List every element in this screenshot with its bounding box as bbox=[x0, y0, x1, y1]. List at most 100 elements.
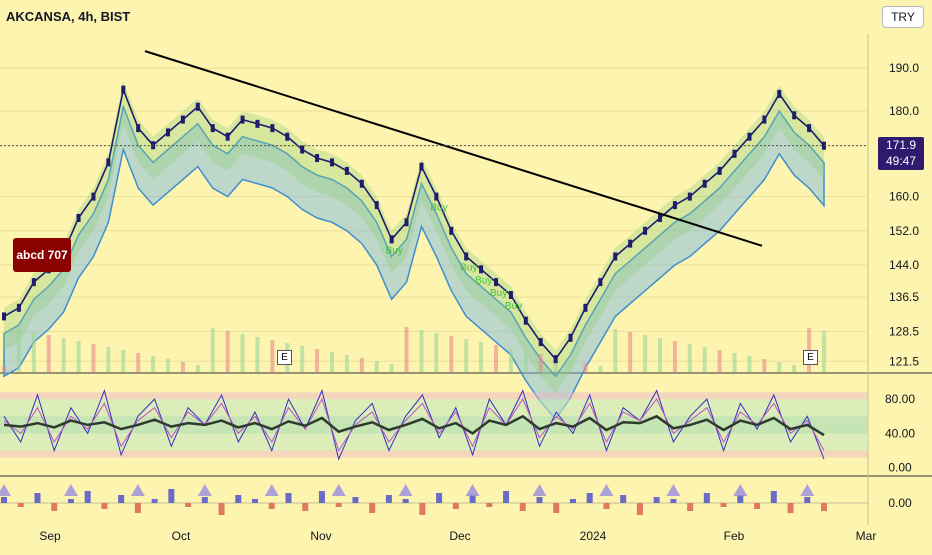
hist-bar bbox=[754, 503, 761, 509]
earnings-marker[interactable]: E bbox=[277, 350, 292, 365]
price-tick-label: 136.5 bbox=[889, 290, 919, 304]
volume-bar bbox=[46, 335, 51, 372]
hist-bar bbox=[687, 503, 694, 511]
volume-bar bbox=[106, 347, 111, 372]
candle bbox=[106, 158, 111, 167]
hist-bar bbox=[118, 495, 125, 503]
candle bbox=[523, 316, 528, 325]
candle bbox=[136, 124, 141, 133]
hist-marker-triangle bbox=[331, 484, 346, 496]
volume-bar bbox=[225, 331, 230, 372]
note-label[interactable]: abcd 707 bbox=[13, 238, 71, 272]
hist-bar bbox=[519, 503, 526, 511]
candle bbox=[598, 278, 603, 287]
hist-bar bbox=[402, 499, 409, 503]
volume-bar bbox=[822, 331, 826, 372]
earnings-marker[interactable]: E bbox=[803, 350, 818, 365]
hist-bar bbox=[84, 491, 91, 503]
hist-bar bbox=[268, 503, 275, 509]
hist-bar bbox=[770, 491, 777, 503]
hist-bar bbox=[720, 503, 727, 507]
volume-bar bbox=[374, 361, 379, 372]
hist-marker-triangle bbox=[63, 484, 78, 496]
candle bbox=[553, 355, 558, 364]
price-tick-label: 190.0 bbox=[889, 61, 919, 75]
osc-tick-label: 0.00 bbox=[888, 461, 912, 475]
candle bbox=[31, 278, 36, 287]
candle bbox=[121, 85, 126, 94]
osc-series-line bbox=[3, 388, 825, 461]
volume-bar bbox=[508, 348, 513, 372]
candle bbox=[76, 213, 81, 222]
candle bbox=[508, 290, 513, 299]
volume-bar bbox=[91, 344, 96, 372]
price-tick-label: 180.0 bbox=[889, 104, 919, 118]
hist-bar bbox=[452, 503, 459, 509]
volume-bar bbox=[523, 351, 528, 372]
buy-signal: Buy bbox=[475, 275, 492, 286]
hist-bar bbox=[235, 495, 242, 503]
osc-tick-label: 80.00 bbox=[885, 392, 915, 406]
candle bbox=[180, 115, 185, 124]
candle bbox=[628, 239, 633, 248]
osc-series-line bbox=[3, 414, 825, 437]
volume-bar bbox=[479, 342, 484, 372]
hist-bar bbox=[134, 503, 141, 513]
volume-bar bbox=[300, 346, 305, 372]
candle bbox=[747, 132, 752, 141]
candle bbox=[732, 149, 737, 158]
volume-bar bbox=[702, 347, 707, 372]
volume-bar bbox=[658, 338, 662, 372]
candle bbox=[300, 145, 305, 154]
hist-bar bbox=[67, 499, 74, 503]
volume-bar bbox=[777, 362, 782, 372]
kumo-cloud bbox=[3, 104, 825, 421]
volume-bar bbox=[687, 344, 692, 372]
candle bbox=[225, 132, 230, 141]
volume-bar bbox=[270, 340, 275, 372]
hist-bar bbox=[636, 503, 643, 515]
volume-bar bbox=[389, 364, 394, 372]
hist-bar bbox=[385, 495, 392, 503]
candle bbox=[717, 166, 722, 175]
buy-signal: Buy bbox=[490, 288, 507, 299]
candle bbox=[344, 166, 349, 175]
currency-button[interactable]: TRY bbox=[882, 6, 924, 28]
hist-tick-label: 0.00 bbox=[888, 496, 912, 510]
hist-bar bbox=[804, 497, 811, 503]
volume-bar bbox=[166, 359, 170, 372]
hist-bar bbox=[503, 491, 510, 503]
candle bbox=[210, 124, 215, 133]
hist-marker-triangle bbox=[398, 484, 413, 496]
hist-bar bbox=[17, 503, 24, 507]
candle bbox=[359, 179, 364, 188]
hist-bar bbox=[168, 489, 175, 503]
candle bbox=[494, 278, 498, 287]
volume-bar bbox=[404, 327, 409, 372]
hist-bar bbox=[553, 503, 560, 513]
hist-bar bbox=[285, 493, 292, 503]
hist-bar bbox=[1, 497, 7, 503]
volume-bar bbox=[180, 362, 185, 372]
time-tick-label: Oct bbox=[172, 529, 191, 543]
hist-marker-triangle bbox=[264, 484, 279, 496]
volume-bar bbox=[628, 332, 633, 372]
volume-bar bbox=[464, 339, 469, 372]
volume-bar bbox=[434, 333, 439, 372]
hist-bar bbox=[603, 503, 610, 509]
hist-bar bbox=[419, 503, 426, 515]
candle bbox=[166, 128, 170, 137]
hist-bar bbox=[586, 493, 593, 503]
volume-bar bbox=[449, 336, 454, 372]
buy-signal: Buy bbox=[430, 203, 447, 214]
time-tick-label: Dec bbox=[449, 529, 470, 543]
trendline bbox=[144, 50, 763, 247]
last-price: 171.9 bbox=[885, 138, 917, 152]
price-series bbox=[3, 86, 825, 361]
candle bbox=[762, 115, 767, 124]
hist-marker-triangle bbox=[599, 484, 614, 496]
hist-bar bbox=[787, 503, 794, 513]
candle bbox=[643, 226, 648, 235]
candle bbox=[479, 265, 484, 274]
